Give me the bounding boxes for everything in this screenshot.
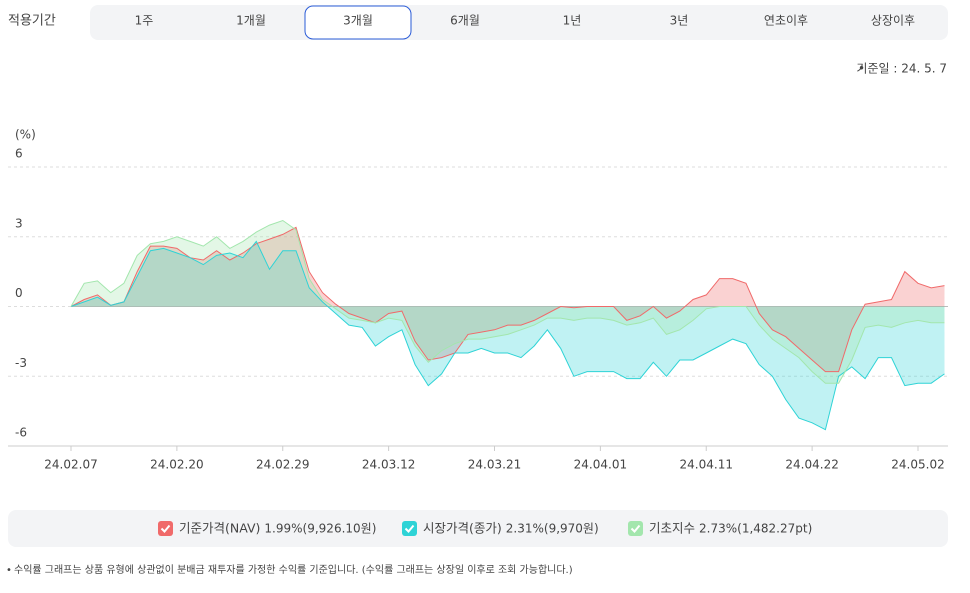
tab-selected[interactable] <box>304 5 412 40</box>
y-tick-label: -3 <box>15 356 27 370</box>
x-tick-label: 24.02.20 <box>150 458 203 472</box>
footnote: 수익률 그래프는 상품 유형에 상관없이 분배금 재투자를 가정한 수익률 기준… <box>14 563 573 576</box>
legend-summary: 1.99%(9,926.10원) <box>264 522 376 536</box>
legend-summary: 2.73%(1,482.27pt) <box>699 522 812 536</box>
check <box>630 524 641 533</box>
base-date: 기준일 : 24. 5. 7 <box>856 62 947 76</box>
x-tick-label: 24.04.11 <box>680 458 733 472</box>
tab[interactable]: 3개월 <box>343 14 373 28</box>
x-tick-label: 24.02.29 <box>256 458 309 472</box>
period-label: 적용기간 <box>8 14 56 29</box>
legend-name: 기초지수 <box>649 521 695 536</box>
bullet: • <box>6 565 12 576</box>
legend-summary: 2.31%(9,970원) <box>506 522 599 536</box>
legend-checkbox[interactable] <box>402 521 417 536</box>
tab[interactable]: 1년 <box>563 14 582 28</box>
y-tick-label: 6 <box>15 147 23 161</box>
tab-bar <box>90 5 948 40</box>
legend-name: 시장가격(종가) <box>423 521 502 536</box>
legend <box>8 510 948 547</box>
legend-checkbox[interactable] <box>158 521 173 536</box>
x-tick-label: 24.04.22 <box>785 458 838 472</box>
tab[interactable]: 상장이후 <box>871 14 915 28</box>
tab[interactable]: 1개월 <box>236 14 266 28</box>
area <box>71 241 945 430</box>
y-tick-label: -6 <box>15 426 27 440</box>
y-tick-label: 3 <box>15 216 23 230</box>
y-axis-label: (%) <box>15 128 36 142</box>
y-tick-label: 0 <box>15 286 23 300</box>
check <box>160 524 171 533</box>
line <box>70 226 945 373</box>
x-tick-label: 24.03.12 <box>362 458 415 472</box>
x-tick-label: 24.05.02 <box>891 458 944 472</box>
tab[interactable]: 3년 <box>670 14 689 28</box>
legend-name: 기준가격(NAV) <box>179 521 260 536</box>
line <box>70 219 945 384</box>
check <box>404 524 415 533</box>
area <box>71 220 945 384</box>
x-tick-label: 24.03.21 <box>468 458 521 472</box>
tab[interactable]: 6개월 <box>450 14 480 28</box>
legend-checkbox[interactable] <box>628 521 643 536</box>
x-tick-label: 24.04.01 <box>574 458 627 472</box>
bullet: • <box>858 62 865 76</box>
x-tick-label: 24.02.07 <box>44 458 97 472</box>
tab[interactable]: 1주 <box>135 14 154 28</box>
area <box>71 227 945 372</box>
tab[interactable]: 연초이후 <box>764 14 808 28</box>
line <box>70 240 945 431</box>
